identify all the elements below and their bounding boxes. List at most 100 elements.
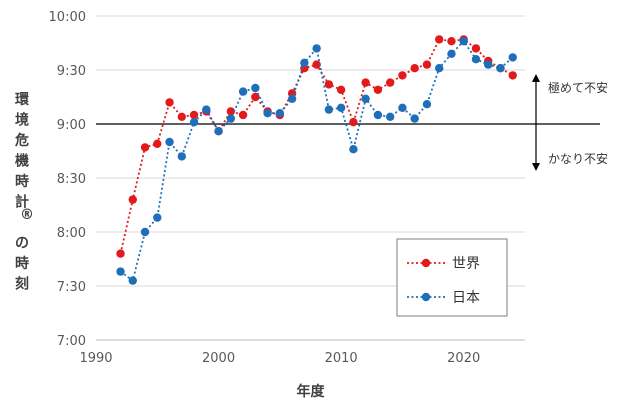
y-axis-title-char: ® xyxy=(20,207,34,223)
data-point xyxy=(189,118,199,127)
data-point xyxy=(140,227,150,237)
y-axis-title-char: 刻 xyxy=(15,276,29,293)
series-japan xyxy=(116,37,517,285)
data-point xyxy=(410,114,419,123)
data-point xyxy=(459,37,468,46)
arrow-up-icon xyxy=(532,74,540,82)
series-line xyxy=(119,39,514,283)
legend-swatch-marker xyxy=(421,258,431,268)
legend-item: 世界 xyxy=(407,256,480,272)
data-point xyxy=(312,60,321,69)
data-point xyxy=(410,63,419,73)
data-point xyxy=(398,103,407,113)
data-point xyxy=(471,44,481,53)
x-tick-label: 2020 xyxy=(447,351,480,366)
legend-item: 日本 xyxy=(407,290,480,306)
x-tick-label: 2010 xyxy=(325,351,358,366)
data-point xyxy=(165,98,174,107)
data-point xyxy=(263,109,272,118)
data-point xyxy=(361,94,370,104)
data-point xyxy=(398,71,407,80)
y-axis-title-char: の xyxy=(15,236,29,252)
data-point xyxy=(422,60,432,69)
series-layer xyxy=(116,35,517,285)
y-tick-label: 9:30 xyxy=(57,64,86,79)
arrow-down-icon xyxy=(532,163,540,171)
data-point xyxy=(116,267,125,276)
annotation-up: 極めて不安 xyxy=(548,80,608,95)
y-tick-label: 8:30 xyxy=(57,172,86,187)
data-point xyxy=(447,49,456,58)
data-point xyxy=(177,152,186,161)
data-point xyxy=(189,110,199,120)
y-tick-label: 8:00 xyxy=(57,226,86,241)
data-point xyxy=(251,83,260,93)
y-axis-title-char: 機 xyxy=(15,153,29,170)
data-point xyxy=(226,107,236,116)
data-point xyxy=(275,109,285,118)
data-point xyxy=(385,78,395,87)
y-axis-title-char: 環 xyxy=(15,92,30,108)
y-tick-label: 7:30 xyxy=(57,280,86,295)
data-point xyxy=(349,118,358,127)
data-point xyxy=(128,195,137,204)
data-point xyxy=(324,80,334,89)
y-axis-title-char: 計 xyxy=(15,194,29,211)
tick-labels: 7:00 7:30 8:00 8:30 9:00 9:30 10:00 1990 2000 201… xyxy=(49,10,481,366)
data-point xyxy=(251,92,260,102)
data-point xyxy=(128,276,137,285)
data-point xyxy=(484,60,493,69)
data-point xyxy=(300,58,309,67)
y-axis-title-char: 時 xyxy=(15,173,29,190)
data-point xyxy=(435,63,444,73)
legend-label: 世界 xyxy=(452,256,480,272)
data-point xyxy=(349,145,358,154)
y-tick-label: 9:00 xyxy=(57,118,86,133)
data-point xyxy=(214,127,223,136)
x-tick-label: 1990 xyxy=(79,351,112,366)
legend-swatch-marker xyxy=(421,292,431,302)
data-point xyxy=(324,105,334,114)
data-point xyxy=(165,137,174,147)
data-point xyxy=(508,71,517,80)
data-point xyxy=(287,94,297,104)
data-point xyxy=(153,213,162,222)
data-point xyxy=(385,112,395,122)
y-axis-title-char: 時 xyxy=(15,255,29,272)
series-line xyxy=(119,38,514,254)
data-point xyxy=(361,78,370,87)
data-point xyxy=(373,110,383,120)
data-point xyxy=(238,87,248,96)
data-point xyxy=(422,100,432,109)
data-point xyxy=(153,139,162,148)
data-point xyxy=(177,112,186,122)
legend-label: 日本 xyxy=(452,290,480,306)
data-point xyxy=(336,103,346,113)
data-point xyxy=(508,53,517,62)
y-tick-label: 10:00 xyxy=(49,10,86,25)
annotation-down: かなり不安 xyxy=(548,151,608,166)
data-point xyxy=(373,85,383,95)
x-axis-title: 年度 xyxy=(297,383,326,400)
data-point xyxy=(447,37,456,46)
x-tick-label: 2000 xyxy=(202,351,235,366)
series-world xyxy=(116,35,517,258)
data-point xyxy=(238,110,248,120)
data-point xyxy=(226,114,236,123)
y-tick-label: 7:00 xyxy=(57,334,86,349)
legend-box xyxy=(396,238,508,317)
data-point xyxy=(312,44,321,53)
data-point xyxy=(471,55,481,64)
data-point xyxy=(116,249,125,258)
data-point xyxy=(435,35,444,44)
data-point xyxy=(202,105,211,114)
y-axis-title-char: 境 xyxy=(15,112,29,129)
data-point xyxy=(336,85,346,95)
data-point xyxy=(496,63,505,73)
data-point xyxy=(140,143,150,152)
annotation-arrows: 極めて不安 かなり不安 xyxy=(532,74,608,171)
y-axis-title-char: 危 xyxy=(14,132,29,149)
